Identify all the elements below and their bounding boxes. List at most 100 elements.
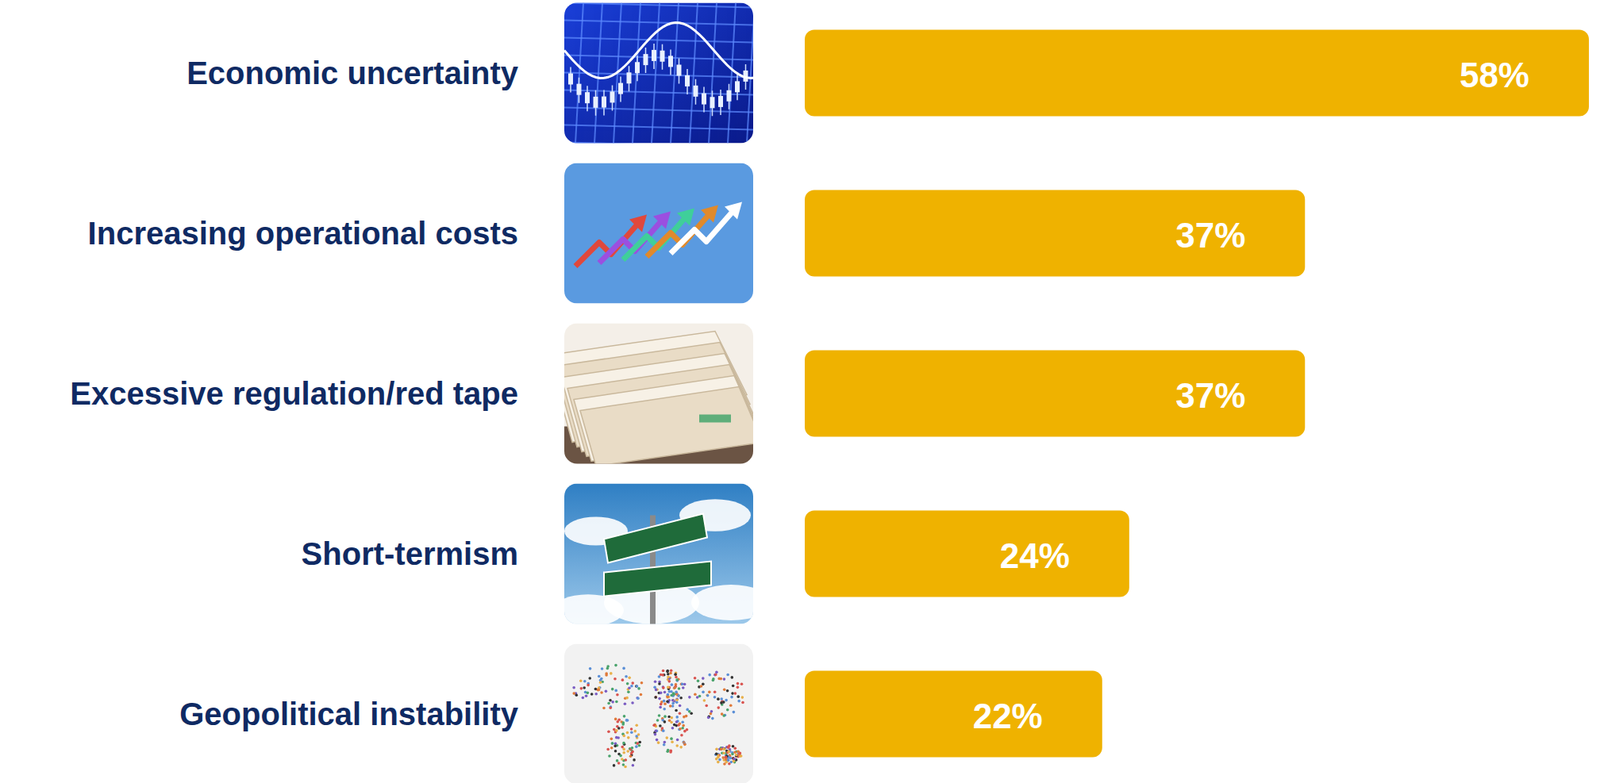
icon-grid <box>564 142 754 144</box>
icon-dot <box>683 730 687 734</box>
icon-dot <box>669 704 673 708</box>
icon-dot <box>680 734 684 738</box>
icon-dot <box>726 750 731 754</box>
icon-dot <box>707 673 712 677</box>
icon-dot <box>622 751 626 755</box>
icon-dot <box>613 677 617 681</box>
icon-dot <box>669 737 674 741</box>
icon-dot <box>634 734 639 739</box>
icon-dot <box>609 672 613 676</box>
icon-candle <box>676 65 682 77</box>
icon-candle <box>593 96 599 108</box>
icon-dot <box>656 719 660 723</box>
icon-dot <box>622 721 626 725</box>
icon-dot <box>715 671 719 675</box>
icon-dot <box>715 752 719 756</box>
icon-dot <box>614 664 618 668</box>
icon-dot <box>741 701 745 705</box>
data-label: 58% <box>1459 55 1530 95</box>
data-label: 24% <box>1000 536 1070 576</box>
icon-arrowhead <box>629 215 647 233</box>
icon-dot <box>730 753 735 757</box>
icon-dot <box>582 686 586 690</box>
icon-dot <box>635 684 639 689</box>
icon-dot <box>602 707 606 711</box>
icon-dot <box>640 681 644 685</box>
icon-dot <box>679 746 683 750</box>
icon-dot <box>719 748 724 752</box>
icon-dot <box>722 751 726 755</box>
icon-dot <box>624 675 628 679</box>
category-label: Increasing operational costs <box>88 215 519 251</box>
icon-dot <box>594 688 598 692</box>
icon-dot <box>663 741 667 745</box>
icon-dot <box>600 691 604 695</box>
icon-dot <box>715 748 719 752</box>
icon-dot <box>679 696 683 700</box>
icon-folder <box>580 387 754 465</box>
icon-dot <box>688 710 692 714</box>
icon-dot <box>719 701 724 705</box>
icon-dot <box>733 751 737 755</box>
icon-dot <box>597 688 601 693</box>
icon-dot <box>614 718 618 722</box>
icon-dot <box>622 742 626 746</box>
icon-dot <box>661 729 666 733</box>
icon-dot <box>617 761 621 766</box>
icon-dot <box>604 690 608 694</box>
icon-dot <box>615 759 620 763</box>
icon-candle <box>701 93 707 105</box>
icon-dot <box>630 746 635 750</box>
icon-dot <box>730 692 735 696</box>
icon-dot <box>615 729 619 733</box>
icon-bg <box>564 163 754 304</box>
icon-dot <box>665 670 670 674</box>
icon-dot <box>657 675 662 679</box>
icon-dot <box>713 673 717 677</box>
icon-dot <box>698 695 702 699</box>
icon-dot <box>627 686 631 690</box>
data-label: 37% <box>1175 215 1246 255</box>
icon-dot <box>683 683 687 687</box>
icon-dot <box>661 726 665 731</box>
icon-dot <box>634 745 639 749</box>
icon-dot <box>668 719 672 723</box>
icon-dot <box>673 673 677 677</box>
icon-dot <box>623 765 627 770</box>
icon-dot <box>707 716 711 720</box>
icon-dot <box>653 723 657 727</box>
icon-dot <box>631 764 635 768</box>
icon-dot <box>617 719 621 723</box>
data-label: 22% <box>973 696 1043 736</box>
icon-dot <box>736 695 740 699</box>
icon-dot <box>723 688 727 692</box>
icon-candle <box>618 83 624 95</box>
icon-dot <box>678 723 682 727</box>
icon-dot <box>584 694 589 698</box>
icon-dot <box>727 762 731 766</box>
icon-dot <box>622 734 626 739</box>
icon-dot <box>677 687 681 691</box>
icon <box>564 163 754 304</box>
icon-dot <box>723 747 727 751</box>
icon-dot <box>726 746 731 750</box>
icon-dot <box>722 747 726 751</box>
icon-dot <box>639 693 643 697</box>
icon-dot <box>654 696 658 700</box>
icon-dot <box>659 692 663 696</box>
icon-dot <box>740 683 744 687</box>
icon-dot <box>676 679 680 683</box>
icon-dot <box>671 702 675 706</box>
icon-dot <box>626 736 631 740</box>
icon-dot <box>734 692 738 696</box>
icon-dot <box>665 696 670 700</box>
icon-dot <box>661 673 665 677</box>
icon-grid <box>564 20 754 26</box>
icon-dot <box>607 754 612 758</box>
icon-tab <box>699 415 731 424</box>
icon-dot <box>652 723 656 727</box>
icon-dot <box>693 676 697 681</box>
icon-arrowhead <box>676 208 695 227</box>
category-label: Economic uncertainty <box>186 55 520 91</box>
icon-dot <box>653 696 658 700</box>
